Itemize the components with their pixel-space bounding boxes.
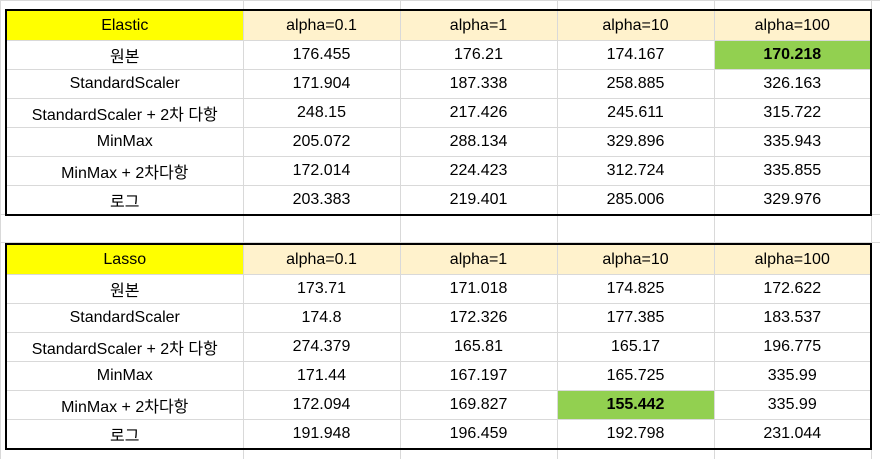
lasso-table: Lasso alpha=0.1 alpha=1 alpha=10 alpha=1… (5, 243, 872, 450)
table-row: 원본 176.455 176.21 174.167 170.218 (6, 40, 871, 70)
value-cell[interactable]: 217.426 (400, 98, 558, 128)
header-row: Elastic alpha=0.1 alpha=1 alpha=10 alpha… (6, 10, 871, 41)
row-label-cell[interactable]: 로그 (6, 419, 244, 449)
table-row: MinMax + 2차다항 172.094 169.827 155.442 33… (6, 390, 871, 420)
table-row: MinMax 205.072 288.134 329.896 335.943 (6, 127, 871, 157)
value-cell[interactable]: 196.775 (714, 332, 871, 362)
value-cell[interactable]: 285.006 (557, 185, 715, 215)
row-label-cell[interactable]: MinMax (6, 127, 244, 157)
value-cell[interactable]: 172.094 (243, 390, 401, 420)
value-cell[interactable]: 224.423 (400, 156, 558, 186)
value-cell[interactable]: 231.044 (763, 425, 822, 442)
value-cell[interactable]: 169.827 (400, 390, 558, 420)
value-cell[interactable]: 165.17 (557, 332, 715, 362)
alpha-header-cell[interactable]: alpha=0.1 (243, 10, 401, 41)
alpha-header-cell[interactable]: alpha=100 (714, 244, 871, 275)
value-cell[interactable]: 165.81 (400, 332, 558, 362)
value-cell[interactable]: 192.798 (557, 419, 715, 449)
value-cell[interactable]: 165.725 (557, 361, 715, 391)
alpha-header-cell[interactable]: alpha=10 (557, 10, 715, 41)
table-row: MinMax + 2차다항 172.014 224.423 312.724 33… (6, 156, 871, 186)
alpha-header-cell[interactable]: alpha=10 (557, 244, 715, 275)
model-name-cell[interactable]: Elastic (6, 10, 244, 41)
grid-line (400, 0, 401, 459)
value-cell[interactable]: 174.167 (557, 40, 715, 70)
row-label-cell[interactable]: StandardScaler + 2차 다항 (6, 332, 244, 362)
row-label-cell[interactable]: 원본 (6, 40, 244, 70)
row-label-cell[interactable]: StandardScaler + 2차 다항 (6, 98, 244, 128)
value-cell[interactable]: 172.014 (243, 156, 401, 186)
alpha-header-cell[interactable]: alpha=1 (400, 10, 558, 41)
alpha-header-cell[interactable]: alpha=0.1 (243, 244, 401, 275)
row-label-cell[interactable]: StandardScaler (6, 69, 244, 99)
value-cell[interactable]: 329.896 (557, 127, 715, 157)
value-cell[interactable]: 335.99 (714, 390, 871, 420)
grid-line (243, 0, 244, 459)
table-row: 로그 203.383 219.401 285.006 329.976 (6, 185, 871, 215)
row-label-cell[interactable]: MinMax + 2차다항 (6, 390, 244, 420)
grid-line (0, 242, 880, 243)
value-cell[interactable]: 274.379 (243, 332, 401, 362)
table-row: StandardScaler 171.904 187.338 258.885 3… (6, 69, 871, 99)
value-cell[interactable]: 172.326 (400, 303, 558, 333)
value-cell[interactable]: 187.338 (400, 69, 558, 99)
table-row: StandardScaler + 2차 다항 248.15 217.426 24… (6, 98, 871, 128)
row-label-cell[interactable]: MinMax (6, 361, 244, 391)
value-cell[interactable]: 174.825 (557, 274, 715, 304)
value-cell[interactable]: 171.44 (243, 361, 401, 391)
value-cell[interactable]: 172.622 (714, 274, 871, 304)
model-name-cell[interactable]: Lasso (6, 244, 244, 275)
value-cell[interactable]: 245.611 (557, 98, 715, 128)
value-cell[interactable]: 177.385 (557, 303, 715, 333)
grid-line (557, 0, 558, 459)
value-cell[interactable]: 335.943 (714, 127, 871, 157)
value-cell[interactable]: 183.537 (714, 303, 871, 333)
table-row: 원본 173.71 171.018 174.825 172.622 (6, 274, 871, 304)
value-cell[interactable]: 171.904 (243, 69, 401, 99)
value-cell[interactable]: 176.21 (400, 40, 558, 70)
value-cell[interactable]: 174.8 (243, 303, 401, 333)
value-cell[interactable]: 335.99 (714, 361, 871, 391)
best-value-cell[interactable]: 155.442 (557, 390, 715, 420)
table-row: StandardScaler + 2차 다항 274.379 165.81 16… (6, 332, 871, 362)
value-cell[interactable]: 326.163 (714, 69, 871, 99)
header-row: Lasso alpha=0.1 alpha=1 alpha=10 alpha=1… (6, 244, 871, 275)
value-cell[interactable]: 288.134 (400, 127, 558, 157)
value-cell[interactable]: 167.197 (400, 361, 558, 391)
elastic-table: Elastic alpha=0.1 alpha=1 alpha=10 alpha… (5, 9, 872, 216)
value-cell[interactable]: 176.455 (243, 40, 401, 70)
value-cell[interactable]: 258.885 (557, 69, 715, 99)
value-cell[interactable]: 219.401 (400, 185, 558, 215)
value-cell[interactable]: 312.724 (557, 156, 715, 186)
table-row: MinMax 171.44 167.197 165.725 335.99 (6, 361, 871, 391)
row-label-cell[interactable]: MinMax + 2차다항 (6, 156, 244, 186)
table-row: 로그 191.948 196.459 192.798 231.044 (6, 419, 871, 449)
value-cell[interactable]: 315.722 (714, 98, 871, 128)
row-label-cell[interactable]: StandardScaler (6, 303, 244, 333)
table-row: StandardScaler 174.8 172.326 177.385 183… (6, 303, 871, 333)
value-cell[interactable]: 329.976 (763, 191, 822, 208)
value-cell[interactable]: 203.383 (243, 185, 401, 215)
alpha-header-cell[interactable]: alpha=1 (400, 244, 558, 275)
best-value-cell[interactable]: 170.218 (714, 40, 871, 70)
row-label-cell[interactable]: 원본 (6, 274, 244, 304)
value-cell[interactable]: 191.948 (243, 419, 401, 449)
row-label-cell[interactable]: 로그 (6, 185, 244, 215)
value-cell[interactable]: 196.459 (400, 419, 558, 449)
value-cell[interactable]: 173.71 (243, 274, 401, 304)
value-cell[interactable]: 248.15 (243, 98, 401, 128)
value-cell[interactable]: 205.072 (243, 127, 401, 157)
value-cell[interactable]: 335.855 (714, 156, 871, 186)
value-cell[interactable]: 171.018 (400, 274, 558, 304)
grid-line (714, 0, 715, 459)
grid-line (871, 0, 872, 459)
alpha-header-cell[interactable]: alpha=100 (714, 10, 871, 41)
